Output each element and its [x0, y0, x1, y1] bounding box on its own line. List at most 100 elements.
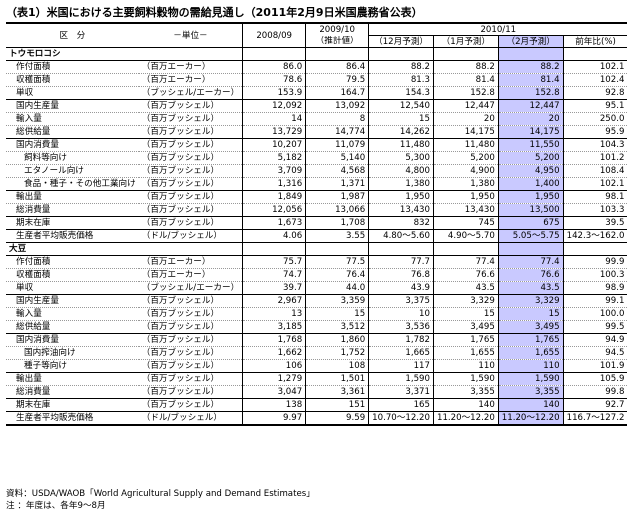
row-unit: （百万ブッシェル）: [138, 294, 243, 308]
row-unit: （百万エーカー）: [138, 268, 243, 282]
table-row: 収穫面積 （百万エーカー） 74.7 76.4 76.8 76.6 76.6 100.3: [6, 268, 628, 282]
table-row: 飼料等向け （百万ブッシェル） 5,182 5,140 5,300 5,200 5,200 1…: [6, 151, 628, 165]
row-value: 1,673: [242, 216, 306, 230]
row-value: 3,371: [368, 385, 434, 399]
row-value: 43.5: [497, 281, 564, 295]
row-value: 1,950: [497, 190, 564, 204]
row-item: 単収: [6, 281, 139, 295]
row-value: 102.1: [562, 60, 628, 74]
row-value: 110: [497, 359, 564, 373]
section-blank-cell: [368, 47, 434, 61]
row-value: 14,175: [497, 125, 564, 139]
row-value: 4,800: [368, 164, 434, 178]
section-blank-cell: [305, 242, 369, 256]
row-value: 11,480: [368, 138, 434, 152]
row-item: 生産者平均販売価格: [6, 411, 139, 426]
row-value: 3,495: [497, 320, 564, 334]
row-item: 生産者平均販売価格: [6, 229, 139, 243]
row-value: 1,849: [242, 190, 306, 204]
row-value: 3,495: [432, 320, 499, 334]
header-2010-11: 2010/11: [368, 22, 628, 36]
section-blank-cell: [562, 242, 628, 256]
row-value: 102.4: [562, 73, 628, 87]
row-value: 11,079: [305, 138, 369, 152]
row-value: 1,590: [368, 372, 434, 386]
table-row: 期末在庫 （百万ブッシェル） 138 151 165 140 140 92.7: [6, 398, 628, 412]
row-value: 5,200: [497, 151, 564, 165]
row-value: 14,774: [305, 125, 369, 139]
row-item: 単収: [6, 86, 139, 100]
row-value: 153.9: [242, 86, 306, 100]
section-blank-cell: [432, 242, 499, 256]
table-row: 作付面積 （百万エーカー） 86.0 86.4 88.2 88.2 88.2 102.1: [6, 60, 628, 74]
row-value: 10: [368, 307, 434, 321]
row-item: 収穫面積: [6, 73, 139, 87]
row-item: 国内生産量: [6, 99, 139, 113]
row-value: 77.4: [497, 255, 564, 269]
row-value: 152.8: [432, 86, 499, 100]
table-row: 種子等向け （百万ブッシェル） 106 108 117 110 110 101.9: [6, 359, 628, 373]
row-item: 国内消費量: [6, 138, 139, 152]
row-value: 1,708: [305, 216, 369, 230]
row-value: 1,400: [497, 177, 564, 191]
row-value: 3,329: [432, 294, 499, 308]
row-value: 81.4: [497, 73, 564, 87]
row-value: 94.9: [562, 333, 628, 347]
row-value: 140: [497, 398, 564, 412]
row-value: 3,361: [305, 385, 369, 399]
row-value: 5,140: [305, 151, 369, 165]
footnote: 注 ：年度は、各年9～8月: [6, 501, 106, 511]
table-row: 単収 （ブッシェル/エーカー） 153.9 164.7 154.3 152.8 152.8 9…: [6, 86, 628, 100]
row-unit: （百万ブッシェル）: [138, 99, 243, 113]
row-unit: （百万ブッシェル）: [138, 203, 243, 217]
row-value: 4,900: [432, 164, 499, 178]
row-value: 1,590: [497, 372, 564, 386]
section-name: トウモロコシ: [6, 47, 243, 61]
row-value: 103.3: [562, 203, 628, 217]
row-value: 152.8: [497, 86, 564, 100]
row-unit: （百万ブッシェル）: [138, 346, 243, 360]
row-unit: （百万ブッシェル）: [138, 138, 243, 152]
row-value: 10,207: [242, 138, 306, 152]
supply-demand-table: 区 分 －単位－ 2008/09 2009/10 2010/11 （推計値） （…: [6, 22, 628, 426]
table-row: 輸入量 （百万ブッシェル） 13 15 10 15 15 100.0: [6, 307, 628, 321]
row-unit: （百万ブッシェル）: [138, 151, 243, 165]
row-value: 13,092: [305, 99, 369, 113]
row-value: 1,765: [497, 333, 564, 347]
section-blank-cell: [497, 47, 564, 61]
row-value: 15: [305, 307, 369, 321]
row-value: 1,765: [432, 333, 499, 347]
row-value: 106: [242, 359, 306, 373]
row-value: 3,709: [242, 164, 306, 178]
row-value: 142.3～162.0: [562, 229, 628, 243]
row-value: 108.4: [562, 164, 628, 178]
row-unit: （ブッシェル/エーカー）: [138, 281, 243, 295]
row-value: 4.80～5.60: [368, 229, 434, 243]
row-unit: （百万ブッシェル）: [138, 398, 243, 412]
row-value: 20: [432, 112, 499, 126]
row-unit: （百万ブッシェル）: [138, 112, 243, 126]
table-row: 国内搾油向け （百万ブッシェル） 1,662 1,752 1,665 1,655 1,655…: [6, 346, 628, 360]
section-blank-cell: [242, 242, 306, 256]
row-value: 1,590: [432, 372, 499, 386]
section-blank-cell: [562, 47, 628, 61]
row-value: 77.7: [368, 255, 434, 269]
row-item: 輸出量: [6, 372, 139, 386]
row-value: 3,355: [432, 385, 499, 399]
row-value: 250.0: [562, 112, 628, 126]
row-unit: （ドル/ブッシェル）: [138, 411, 243, 426]
row-value: 3,047: [242, 385, 306, 399]
table-row: 総消費量 （百万ブッシェル） 3,047 3,361 3,371 3,355 3,355 99…: [6, 385, 628, 399]
row-unit: （百万ブッシェル）: [138, 190, 243, 204]
row-value: 39.5: [562, 216, 628, 230]
header-estimate: （推計値）: [305, 35, 369, 48]
row-value: 88.2: [432, 60, 499, 74]
table-row: 国内消費量 （百万ブッシェル） 1,768 1,860 1,782 1,765 1,765 9…: [6, 333, 628, 347]
row-item: 国内搾油向け: [6, 346, 139, 360]
row-unit: （百万ブッシェル）: [138, 320, 243, 334]
row-value: 1,768: [242, 333, 306, 347]
row-value: 5.05～5.75: [497, 229, 564, 243]
row-value: 11,480: [432, 138, 499, 152]
row-value: 1,860: [305, 333, 369, 347]
row-value: 5,200: [432, 151, 499, 165]
